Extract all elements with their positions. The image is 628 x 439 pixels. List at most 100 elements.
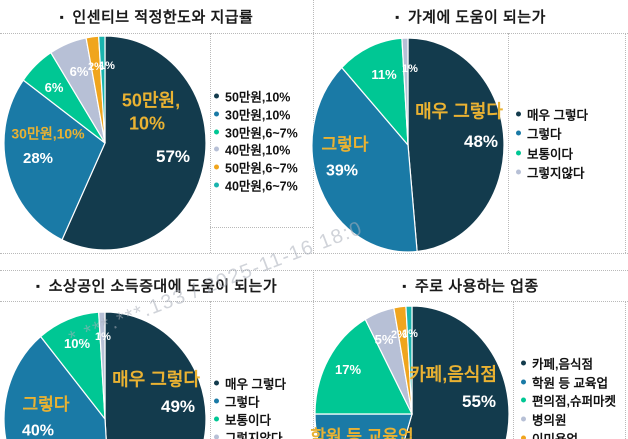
- legend-item: 50만원,6~7%: [214, 158, 298, 177]
- slice-label: 17%: [334, 362, 362, 378]
- legend-item: 편의점,슈퍼마켓: [521, 391, 616, 410]
- legend-label: 그렇지않다: [225, 431, 283, 439]
- slice-label: 1%: [402, 328, 418, 341]
- slice-label: 그렇다: [22, 395, 70, 415]
- legend-label: 카페,음식점: [532, 357, 593, 372]
- pie-slice-2-3: [98, 311, 106, 420]
- legend-marker-icon: [214, 111, 219, 117]
- pie-slice-0-0: [61, 35, 207, 251]
- slice-label: 1%: [402, 63, 418, 76]
- slice-label: 5%: [374, 332, 394, 348]
- slice-label: 49%: [160, 397, 196, 417]
- slice-label: 매우 그렇다: [415, 101, 503, 122]
- legend-label: 그렇지않다: [527, 166, 585, 181]
- legend-item: 그렇지않다: [516, 162, 585, 181]
- legend-label: 그렇다: [527, 127, 562, 142]
- grid-line: [210, 301, 211, 439]
- slice-label: 11%: [371, 67, 397, 83]
- legend-marker-icon: [516, 130, 521, 136]
- legend-marker-icon: [521, 416, 526, 422]
- legend-label: 40만원,10%: [225, 143, 291, 158]
- grid-line: [0, 301, 628, 302]
- square-bullet-icon: ▪: [59, 9, 65, 24]
- legend-label: 매우 그렇다: [225, 377, 286, 392]
- square-bullet-icon: ▪: [402, 278, 407, 293]
- pie-slice-2-0: [104, 311, 207, 439]
- legend-item: 50만원,10%: [214, 87, 290, 106]
- legend-item: 보통이다: [516, 143, 573, 162]
- legend-marker-icon: [214, 129, 219, 135]
- legend-marker-icon: [214, 416, 219, 422]
- grid-line: [210, 227, 313, 228]
- legend-label: 30만원,6~7%: [225, 126, 298, 141]
- slice-label: 40%: [21, 422, 55, 439]
- slice-label: 10%: [128, 113, 166, 134]
- legend-item: 보통이다: [214, 410, 271, 429]
- legend-label: 병의원: [532, 413, 567, 428]
- slice-label: 학원 등 교육업: [310, 427, 414, 439]
- legend-marker-icon: [214, 380, 219, 386]
- legend-label: 그렇다: [225, 395, 260, 410]
- legend-marker-icon: [214, 398, 219, 404]
- pie-slice-1-0: [407, 37, 505, 253]
- slice-label: 10%: [63, 336, 91, 352]
- legend-label: 40만원,6~7%: [225, 179, 298, 194]
- pie-slice-3-1: [314, 413, 413, 439]
- chart-title-household: ▪ 가계에 도움이 되는가: [313, 0, 628, 33]
- legend-item: 매우 그렇다: [214, 374, 286, 393]
- legend-item: 30만원,10%: [214, 104, 290, 123]
- legend-marker-icon: [516, 150, 521, 156]
- legend-item: 매우 그렇다: [516, 105, 588, 124]
- slice-label: 57%: [155, 147, 191, 167]
- square-bullet-icon: ▪: [395, 9, 400, 24]
- chart-title-incentive: ▪ 인센티브 적정한도와 지급률: [0, 0, 313, 33]
- legend-item: 그렇다: [516, 124, 562, 143]
- pie-slice-1-2: [340, 37, 409, 147]
- slice-label: 48%: [463, 132, 499, 152]
- slice-label: 2%: [88, 61, 104, 74]
- slice-label: 30만원,10%: [11, 125, 85, 142]
- grid-line: [0, 33, 628, 34]
- legend-marker-icon: [214, 434, 219, 439]
- pie-slice-2-1: [3, 335, 107, 439]
- slice-label: 1%: [99, 60, 115, 73]
- slice-label: 매우 그렇다: [112, 369, 200, 390]
- legend-marker-icon: [214, 146, 219, 152]
- slice-label: 그렇다: [321, 135, 369, 155]
- slice-label: 39%: [325, 162, 359, 180]
- legend-label: 매우 그렇다: [527, 108, 588, 123]
- chart-title-small-business: ▪ 소상공인 소득증대에 도움이 되는가: [0, 270, 313, 301]
- legend-item: 그렇다: [214, 392, 260, 411]
- pie-slice-1-1: [311, 66, 418, 253]
- chart-title-text: 가계에 도움이 되는가: [407, 9, 546, 26]
- legend-marker-icon: [516, 111, 521, 117]
- grid-line: [0, 253, 628, 254]
- legend-label: 30만원,10%: [225, 108, 291, 123]
- legend-marker-icon: [521, 360, 526, 366]
- legend-marker-icon: [521, 397, 526, 403]
- chart-title-text: 인센티브 적정한도와 지급률: [72, 9, 254, 26]
- square-bullet-icon: ▪: [35, 278, 41, 293]
- legend-label: 보통이다: [527, 147, 574, 162]
- grid-line: [625, 33, 626, 253]
- legend-marker-icon: [214, 93, 219, 99]
- grid-line: [625, 301, 626, 439]
- chart-title-business-type: ▪ 주로 사용하는 업종: [313, 270, 628, 301]
- pie-slice-0-1: [3, 79, 106, 241]
- slice-label: 6%: [69, 64, 89, 80]
- slice-label: 6%: [44, 80, 64, 96]
- legend-marker-icon: [521, 379, 526, 385]
- legend-label: 학원 등 교육업: [532, 376, 608, 391]
- legend-item: 그렇지않다: [214, 428, 283, 439]
- grid-line: [508, 33, 509, 253]
- slice-label: 2%: [391, 329, 407, 342]
- legend-label: 50만원,10%: [225, 90, 291, 105]
- grid-line: [313, 270, 314, 439]
- legend-marker-icon: [516, 169, 521, 175]
- pie-slice-1-3: [401, 37, 409, 146]
- slice-label: 50만원,: [121, 90, 181, 111]
- legend-item: 카페,음식점: [521, 354, 593, 373]
- pie-slice-3-0: [404, 305, 510, 439]
- legend-item: 학원 등 교육업: [521, 372, 608, 391]
